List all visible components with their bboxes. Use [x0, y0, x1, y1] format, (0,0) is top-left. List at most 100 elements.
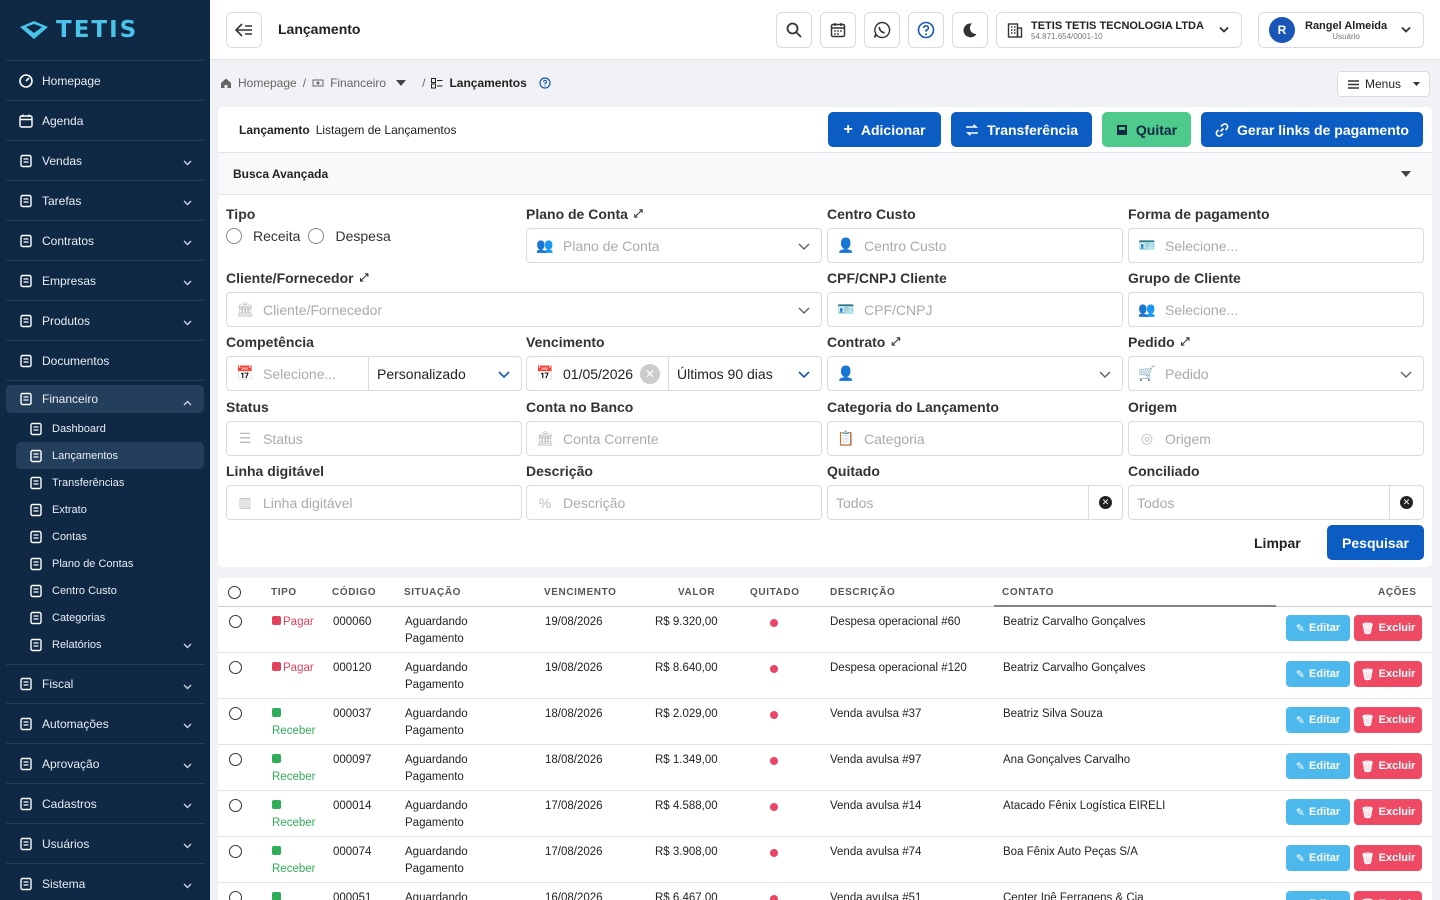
add-button[interactable]: + Adicionar: [828, 112, 941, 147]
categoria-select[interactable]: 📋 Categoria: [827, 421, 1123, 456]
sidebar-item-sistema[interactable]: Sistema: [6, 864, 204, 900]
delete-button[interactable]: 🗑Excluir: [1354, 661, 1422, 687]
caret-down-icon[interactable]: [396, 80, 407, 86]
col-valor[interactable]: VALOR: [678, 587, 716, 598]
dark-mode-toggle[interactable]: [952, 12, 988, 48]
sidebar-item-cadastros[interactable]: Cadastros: [6, 784, 204, 824]
conciliado-select[interactable]: Todos ✕: [1128, 485, 1424, 520]
sidebar-sub-transferencias[interactable]: Transferências: [16, 469, 204, 496]
status-select[interactable]: ☰ Status: [226, 421, 522, 456]
clear-filters-button[interactable]: Limpar: [1254, 535, 1301, 551]
edit-button[interactable]: ✎Editar: [1286, 707, 1350, 733]
table-row[interactable]: Receber 000097 Aguardando Pagamento 18/08/20…: [218, 745, 1432, 791]
generate-links-button[interactable]: Gerar links de pagamento: [1201, 112, 1423, 147]
help-icon[interactable]: [539, 77, 551, 89]
row-checkbox[interactable]: [229, 753, 242, 766]
vencimento-input[interactable]: 📅 01/05/2026 ✕: [526, 356, 669, 391]
advanced-search-toggle[interactable]: Busca Avançada: [218, 152, 1432, 195]
despesa-radio[interactable]: [308, 228, 325, 244]
table-row[interactable]: Receber 000014 Aguardando Pagamento 17/08/20…: [218, 791, 1432, 837]
sidebar-sub-centro-custo[interactable]: Centro Custo: [16, 577, 204, 604]
receita-radio[interactable]: [226, 228, 242, 244]
edit-button[interactable]: ✎Editar: [1286, 891, 1350, 900]
menus-button[interactable]: Menus: [1337, 71, 1430, 97]
edit-button[interactable]: ✎Editar: [1286, 661, 1350, 687]
quitar-button[interactable]: Quitar: [1102, 112, 1191, 147]
delete-button[interactable]: 🗑Excluir: [1354, 615, 1422, 641]
delete-button[interactable]: 🗑Excluir: [1354, 753, 1422, 779]
edit-button[interactable]: ✎Editar: [1286, 799, 1350, 825]
quitado-select[interactable]: Todos ✕: [827, 485, 1123, 520]
row-checkbox[interactable]: [229, 845, 242, 858]
col-quitado[interactable]: QUITADO: [750, 587, 800, 598]
row-checkbox[interactable]: [229, 661, 242, 674]
forma-select[interactable]: 🪪 Selecione...: [1128, 228, 1424, 263]
origem-select[interactable]: ◎ Origem: [1128, 421, 1424, 456]
grupo-select[interactable]: 👥 Selecione...: [1128, 292, 1424, 327]
table-row[interactable]: Pagar 000060 Aguardando Pagamento 19/08/2026…: [218, 607, 1432, 653]
sidebar-item-empresas[interactable]: Empresas: [6, 261, 204, 301]
sidebar-item-financeiro[interactable]: Financeiro: [6, 385, 204, 413]
centro-input[interactable]: 👤 Centro Custo: [827, 228, 1123, 263]
competencia-input[interactable]: 📅 Selecione...: [226, 356, 369, 391]
sidebar-item-produtos[interactable]: Produtos: [6, 301, 204, 341]
sidebar-sub-plano-de-contas[interactable]: Plano de Contas: [16, 550, 204, 577]
cliente-select[interactable]: 🏛 Cliente/Fornecedor: [226, 292, 822, 327]
table-row[interactable]: Receber 000074 Aguardando Pagamento 17/08/20…: [218, 837, 1432, 883]
company-selector[interactable]: TETIS TETIS TECNOLOGIA LTDA 54.871.654/0…: [996, 12, 1242, 48]
collapse-sidebar-button[interactable]: [226, 12, 262, 48]
expand-icon[interactable]: ⤢: [633, 207, 643, 220]
delete-button[interactable]: 🗑Excluir: [1354, 707, 1422, 733]
search-button[interactable]: [776, 12, 812, 48]
competencia-mode-select[interactable]: Personalizado: [368, 356, 522, 391]
vencimento-mode-select[interactable]: Últimos 90 dias: [668, 356, 822, 391]
sidebar-sub-dashboard[interactable]: Dashboard: [16, 415, 204, 442]
breadcrumb-financeiro[interactable]: Financeiro: [330, 76, 387, 90]
expand-icon[interactable]: ⤢: [891, 335, 901, 348]
sidebar-item-usuarios[interactable]: Usuários: [6, 824, 204, 864]
table-row[interactable]: Pagar 000120 Aguardando Pagamento 19/08/2026…: [218, 653, 1432, 699]
sidebar-item-tarefas[interactable]: Tarefas: [6, 181, 204, 221]
clear-icon[interactable]: ✕: [1088, 486, 1122, 519]
sidebar-item-aprovacao[interactable]: Aprovação: [6, 744, 204, 784]
sidebar-item-fiscal[interactable]: Fiscal: [6, 664, 204, 704]
sidebar-item-agenda[interactable]: Agenda: [6, 101, 204, 141]
sidebar-sub-categorias[interactable]: Categorias: [16, 604, 204, 631]
sidebar-item-automacoes[interactable]: Automações: [6, 704, 204, 744]
col-contato[interactable]: CONTATO: [1002, 587, 1054, 598]
whatsapp-button[interactable]: [864, 12, 900, 48]
conta-select[interactable]: 🏛 Conta Corrente: [526, 421, 822, 456]
row-checkbox[interactable]: [229, 891, 242, 900]
sidebar-item-homepage[interactable]: Homepage: [6, 61, 204, 101]
delete-button[interactable]: 🗑Excluir: [1354, 891, 1422, 900]
expand-icon[interactable]: ⤢: [1180, 335, 1190, 348]
contrato-select[interactable]: 👤: [827, 356, 1123, 391]
edit-button[interactable]: ✎Editar: [1286, 753, 1350, 779]
cpf-input[interactable]: 🪪 CPF/CNPJ: [827, 292, 1123, 327]
transfer-button[interactable]: Transferência: [951, 112, 1092, 147]
linha-input[interactable]: ▥ Linha digitável: [226, 485, 522, 520]
breadcrumb-home[interactable]: Homepage: [238, 76, 297, 90]
sidebar-item-contratos[interactable]: Contratos: [6, 221, 204, 261]
row-checkbox[interactable]: [229, 615, 242, 628]
sidebar-sub-extrato[interactable]: Extrato: [16, 496, 204, 523]
sidebar-sub-relatorios[interactable]: Relatórios: [16, 631, 204, 658]
delete-button[interactable]: 🗑Excluir: [1354, 845, 1422, 871]
sidebar-item-documentos[interactable]: Documentos: [6, 341, 204, 381]
col-descricao[interactable]: DESCRIÇÃO: [830, 587, 896, 598]
clear-icon[interactable]: ✕: [1389, 486, 1423, 519]
select-all-checkbox[interactable]: [228, 586, 241, 599]
col-tipo[interactable]: TIPO: [271, 587, 297, 598]
clear-icon[interactable]: ✕: [640, 364, 660, 384]
pedido-select[interactable]: 🛒 Pedido: [1128, 356, 1424, 391]
row-checkbox[interactable]: [229, 707, 242, 720]
expand-icon[interactable]: ⤢: [359, 271, 369, 284]
delete-button[interactable]: 🗑Excluir: [1354, 799, 1422, 825]
help-button[interactable]: [908, 12, 944, 48]
sidebar-sub-contas[interactable]: Contas: [16, 523, 204, 550]
col-codigo[interactable]: CÓDIGO: [332, 587, 377, 598]
user-menu[interactable]: R Rangel Almeida Usuário: [1258, 12, 1424, 48]
calendar-button[interactable]: [820, 12, 856, 48]
descricao-input[interactable]: % Descrição: [526, 485, 822, 520]
